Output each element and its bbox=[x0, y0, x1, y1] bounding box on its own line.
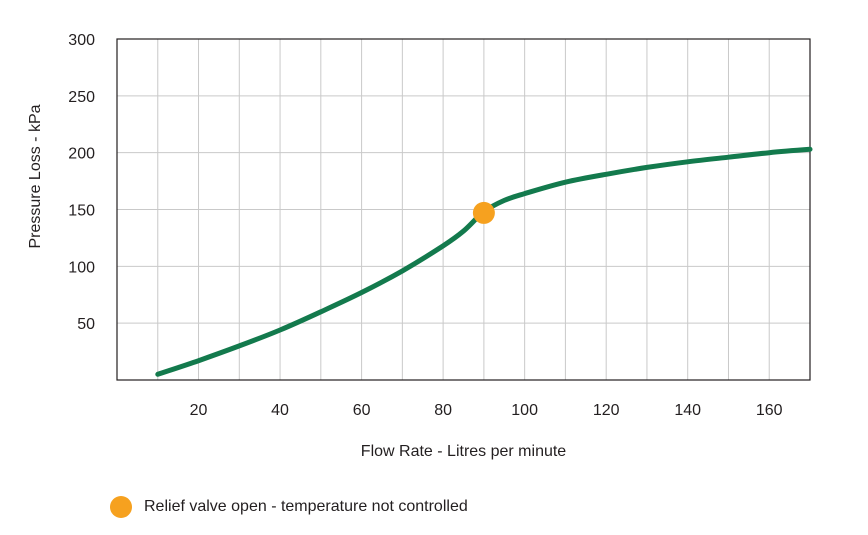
x-tick-label: 60 bbox=[353, 402, 371, 419]
x-tick-label: 120 bbox=[593, 402, 620, 419]
x-axis-title: Flow Rate - Litres per minute bbox=[361, 443, 567, 460]
x-tick-label: 20 bbox=[190, 402, 208, 419]
legend-label: Relief valve open - temperature not cont… bbox=[144, 498, 468, 515]
y-tick-label: 200 bbox=[68, 146, 95, 163]
y-tick-labels: 50 100 150 200 250 300 bbox=[68, 32, 95, 333]
x-tick-label: 160 bbox=[756, 402, 783, 419]
x-tick-labels: 20 40 60 80 100 120 140 160 bbox=[190, 402, 783, 419]
y-tick-label: 50 bbox=[77, 316, 95, 333]
y-tick-label: 100 bbox=[68, 259, 95, 276]
y-axis-title: Pressure Loss - kPa bbox=[27, 104, 44, 248]
x-tick-label: 100 bbox=[511, 402, 538, 419]
x-tick-label: 40 bbox=[271, 402, 289, 419]
y-tick-label: 300 bbox=[68, 32, 95, 49]
legend: Relief valve open - temperature not cont… bbox=[110, 496, 468, 518]
y-tick-label: 150 bbox=[68, 203, 95, 220]
y-tick-label: 250 bbox=[68, 89, 95, 106]
grid bbox=[117, 39, 810, 380]
legend-marker-icon bbox=[110, 496, 132, 518]
x-tick-label: 140 bbox=[674, 402, 701, 419]
x-tick-label: 80 bbox=[434, 402, 452, 419]
relief-valve-marker bbox=[472, 201, 495, 224]
plot-frame bbox=[116, 38, 811, 381]
